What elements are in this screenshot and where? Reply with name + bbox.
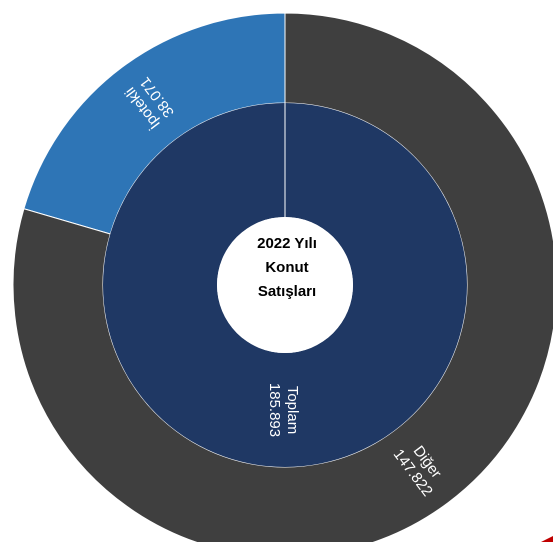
- inner-slice-toplam: [103, 103, 467, 467]
- label-toplam-value: 185.893: [266, 383, 283, 437]
- inner-ring: [103, 13, 467, 467]
- chart-title-line-1: 2022 Yılı: [257, 235, 317, 252]
- chart-title-line-2: Konut: [265, 259, 309, 276]
- corner-logo-mark: [541, 536, 553, 542]
- chart-title: 2022 Yılı Konut Satışları: [220, 232, 354, 304]
- center-hole: [217, 217, 353, 353]
- chart-title-line-3: Satışları: [257, 283, 317, 300]
- label-toplam-name: Toplam: [284, 386, 301, 434]
